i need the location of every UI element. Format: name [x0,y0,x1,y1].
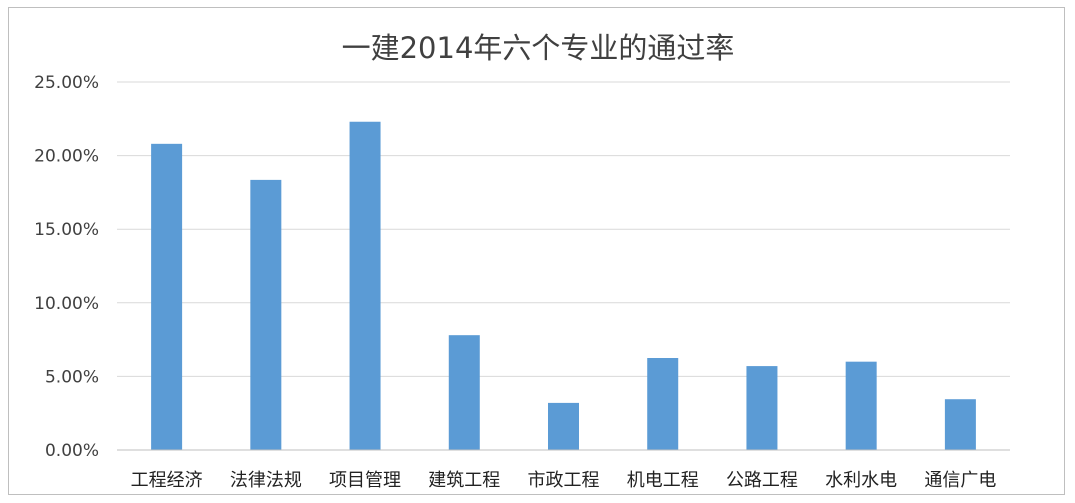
bar [944,399,976,450]
bar [548,402,579,450]
x-category-label: 建筑工程 [428,470,500,491]
bar [746,366,778,450]
bar [647,358,679,450]
y-axis-ticks: 0.00% 5.00% 10.00% 15.00% 20.00% 25.00% [34,73,99,461]
x-category-label: 法律法规 [230,470,302,491]
y-tick-label: 5.00% [45,367,99,387]
bars [151,121,976,450]
x-category-label: 市政工程 [528,470,600,491]
x-category-label: 项目管理 [329,470,401,491]
bar [349,121,381,450]
x-category-label: 水利水电 [825,470,897,491]
y-tick-label: 10.00% [34,294,99,314]
bar [448,335,480,450]
y-tick-label: 25.00% [34,73,99,93]
y-tick-label: 20.00% [34,147,99,167]
y-tick-label: 0.00% [45,441,99,461]
x-axis-categories: 工程经济 法律法规 项目管理 建筑工程 市政工程 机电工程 公路工程 水利水电 通信广电 [131,470,997,491]
bar [250,179,282,450]
chart-frame [8,7,1065,495]
x-category-label: 公路工程 [726,470,798,491]
bar [151,143,183,450]
y-tick-label: 15.00% [34,220,99,240]
bar [845,361,877,450]
x-category-label: 工程经济 [131,470,203,491]
x-category-label: 机电工程 [627,470,699,491]
chart-title: 一建2014年六个专业的通过率 [342,31,735,65]
x-category-label: 通信广电 [924,470,996,491]
